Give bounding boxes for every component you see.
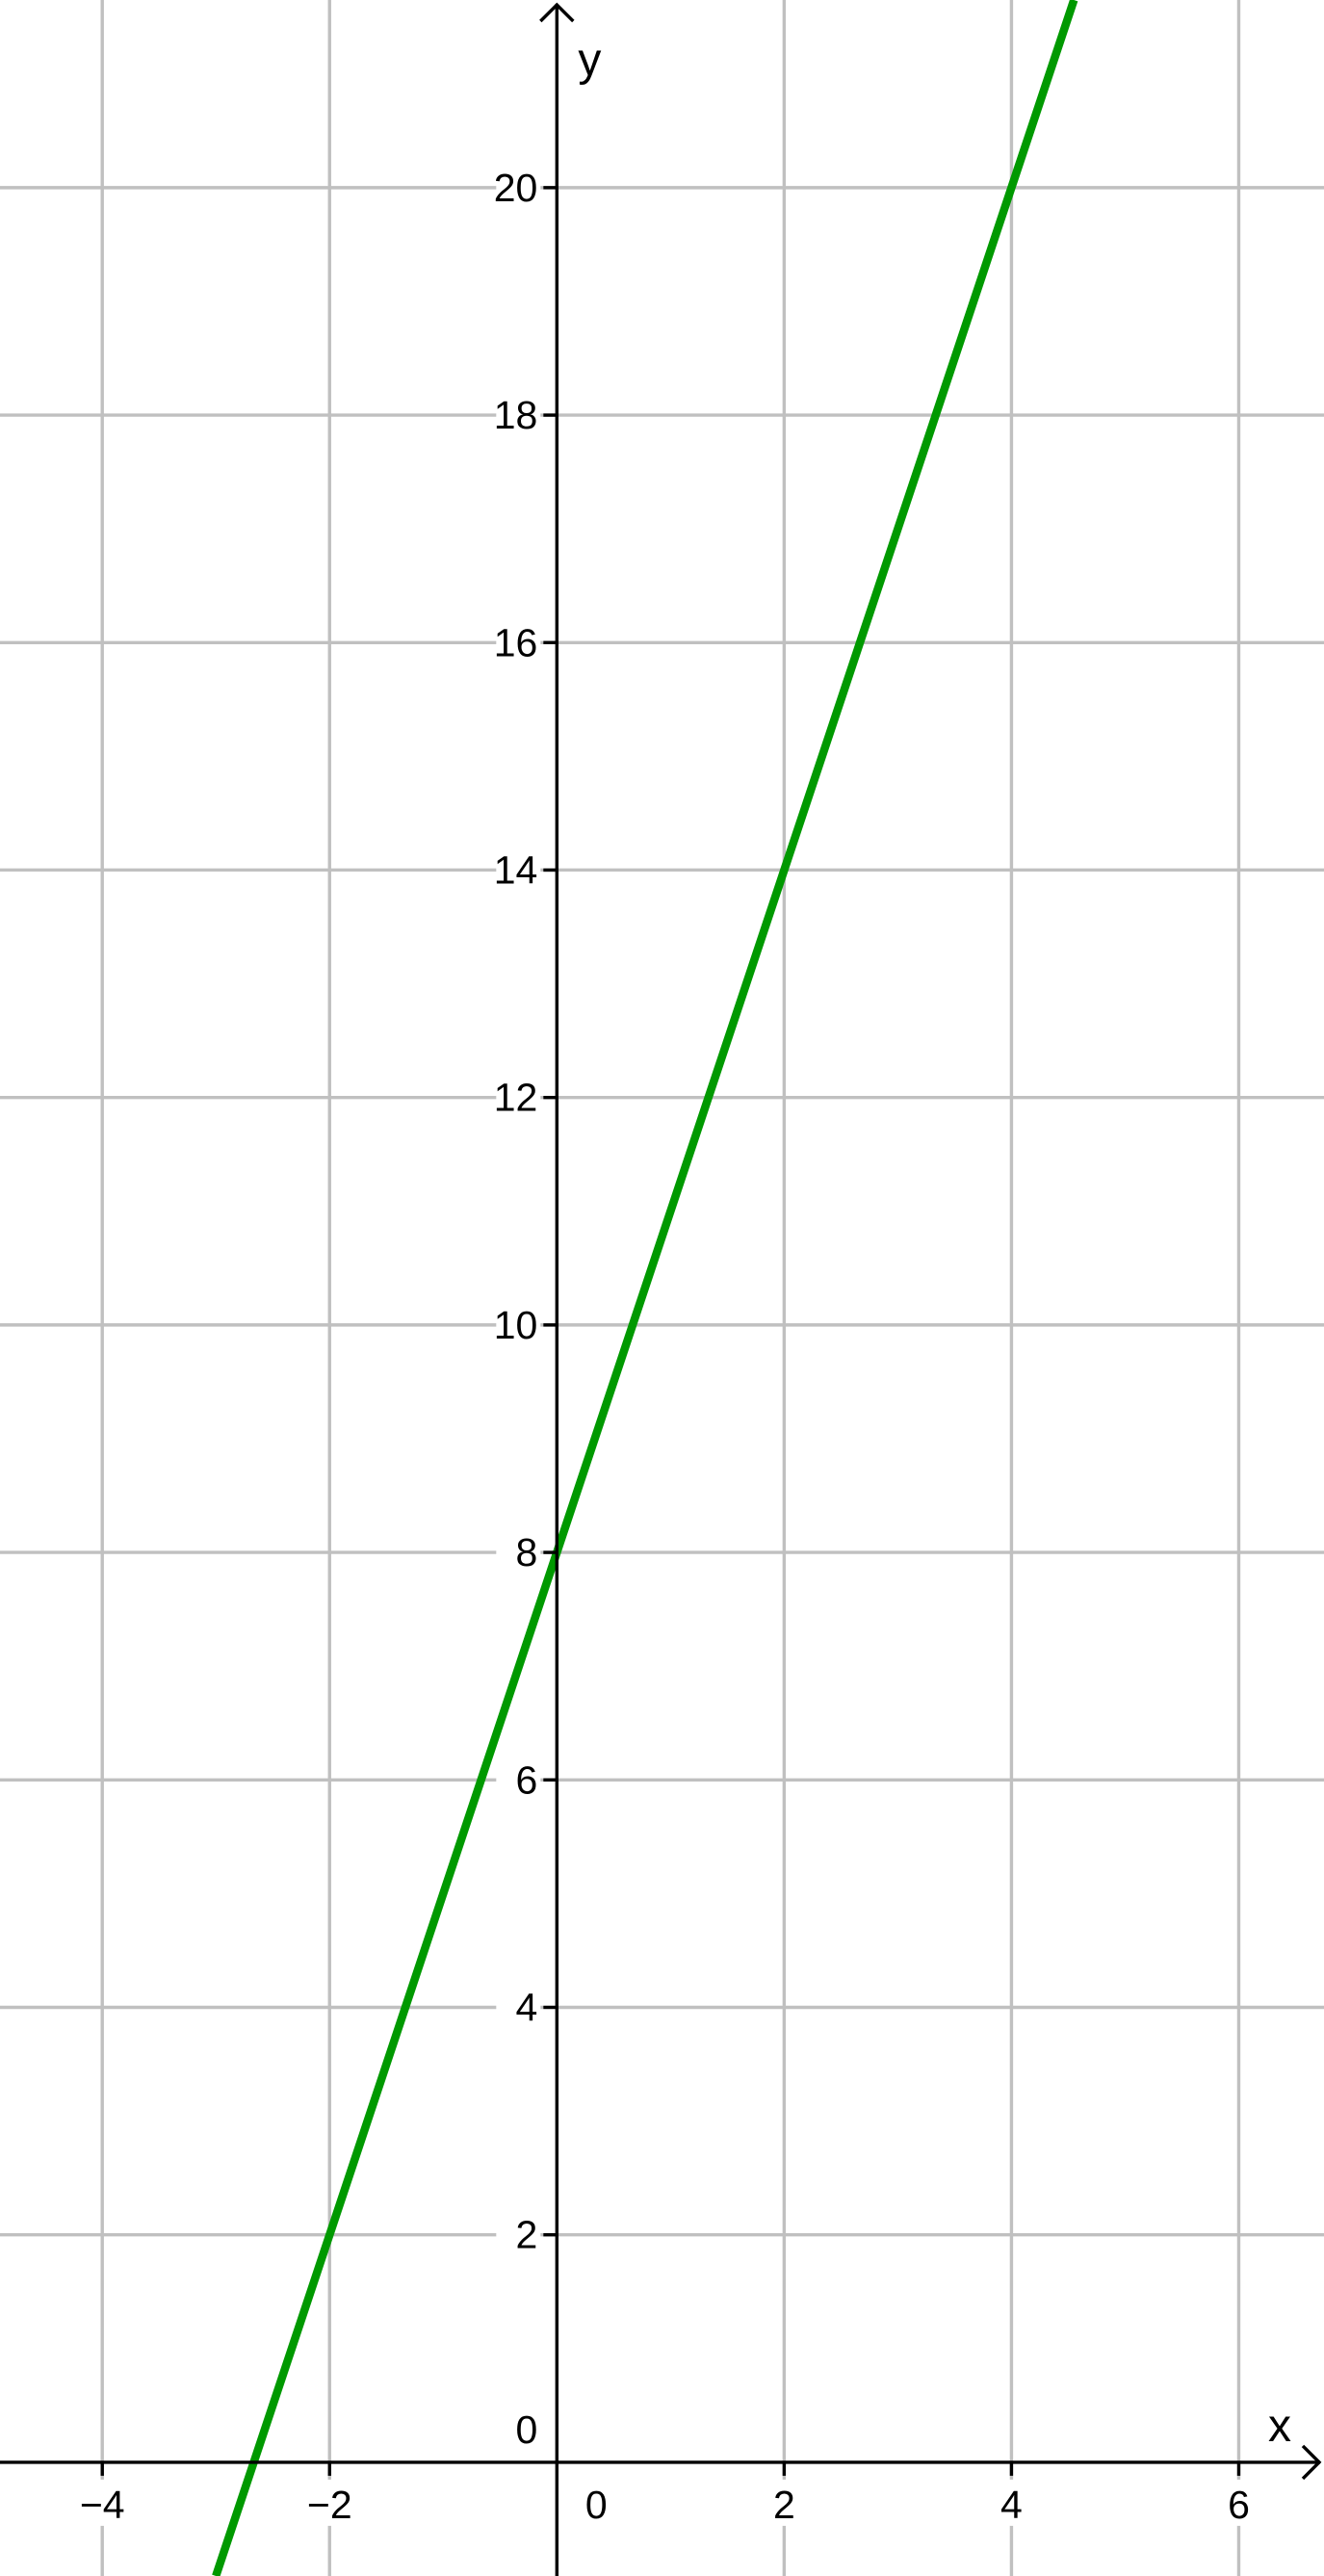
y-tick-label-bg — [496, 392, 541, 439]
y-tick-label: 2 — [516, 2213, 538, 2257]
y-tick-label: 8 — [516, 1530, 538, 1574]
x-tick-label: 0 — [585, 2483, 608, 2527]
x-axis-arrowhead — [1301, 2444, 1322, 2481]
x-tick-label: 6 — [1228, 2483, 1250, 2527]
y-tick-label: 10 — [494, 1303, 538, 1347]
x-tick-label: −4 — [80, 2483, 125, 2527]
y-axis-arrowhead — [539, 2, 575, 23]
y-tick-label: 18 — [494, 393, 538, 437]
y-tick-label-bg — [496, 1984, 541, 2031]
y-tick-label: 14 — [494, 847, 538, 892]
x-tick-label-bg — [982, 2479, 1041, 2526]
y-tick-label-bg — [496, 1074, 541, 1121]
y-tick-label-bg — [496, 846, 541, 894]
x-tick-label-bg — [300, 2479, 359, 2526]
y-tick-label-zero: 0 — [516, 2407, 538, 2452]
y-tick-label-bg — [496, 1301, 541, 1348]
y-tick-label-bg — [496, 164, 541, 211]
y-tick-label: 6 — [516, 1757, 538, 1802]
tick-labels: −4 −2 0 2 4 6 2 4 6 8 10 12 14 16 18 20 0 — [73, 164, 1268, 2527]
x-tick-label: 2 — [773, 2483, 795, 2527]
y-axis-label: y — [578, 35, 601, 86]
y-tick-label-bg — [496, 2211, 541, 2258]
series-layer — [212, 0, 1078, 2576]
y-tick-label: 4 — [516, 1985, 538, 2029]
y-tick-label-bg — [496, 1756, 541, 1804]
x-tick-label: 4 — [1000, 2483, 1023, 2527]
y-tick-label: 16 — [494, 620, 538, 664]
y-tick-label: 20 — [494, 166, 538, 210]
x-tick-label: −2 — [307, 2483, 352, 2527]
series-line-0 — [212, 0, 1078, 2576]
x-tick-label-bg — [755, 2479, 814, 2526]
y-tick-label-bg — [496, 619, 541, 666]
x-axis-label: x — [1268, 2401, 1291, 2452]
y-tick-label-bg — [496, 1529, 541, 1576]
x-tick-label-bg — [73, 2479, 132, 2526]
x-tick-label-bg — [1209, 2479, 1268, 2526]
y-tick-label: 12 — [494, 1076, 538, 1120]
